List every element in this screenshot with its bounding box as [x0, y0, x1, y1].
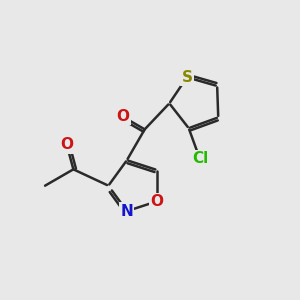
Text: S: S	[182, 70, 192, 85]
Text: O: O	[116, 109, 129, 124]
Text: O: O	[60, 137, 73, 152]
Text: N: N	[121, 204, 133, 219]
Text: O: O	[150, 194, 163, 209]
Text: Cl: Cl	[192, 152, 208, 166]
